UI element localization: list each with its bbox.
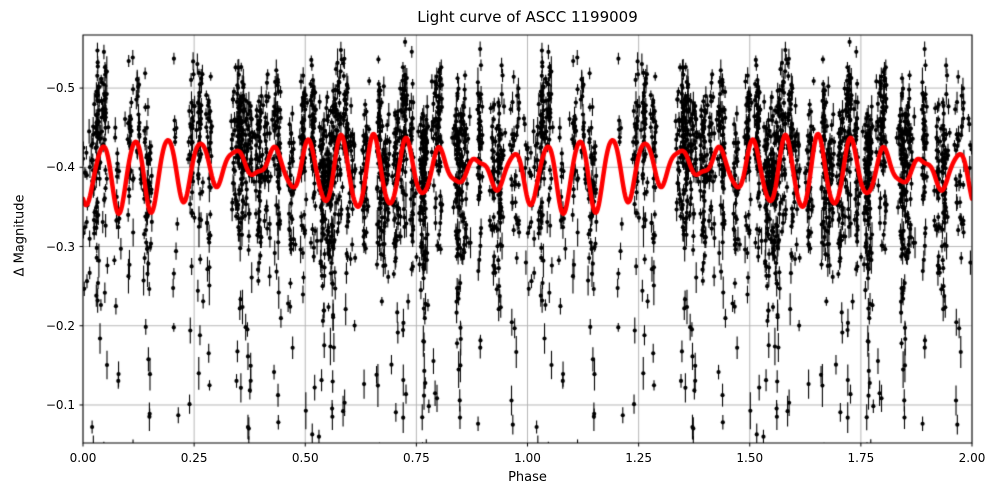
- x-tick-label: 1.25: [625, 451, 652, 465]
- x-tick-label: 2.00: [958, 451, 986, 465]
- y-axis-label: Δ Magnitude: [12, 194, 28, 277]
- x-tick-label: 1.00: [514, 451, 541, 465]
- y-tick-label: −0.3: [45, 239, 75, 254]
- x-tick-label: 0.75: [403, 451, 430, 465]
- x-axis-label: Phase: [508, 470, 547, 485]
- y-tick-label: −0.5: [45, 81, 75, 96]
- x-tick-label: 0.50: [291, 451, 319, 465]
- x-tick-label: 1.75: [847, 451, 875, 465]
- x-tick-label: 1.50: [736, 451, 764, 465]
- x-tick-label: 0.00: [69, 451, 97, 465]
- y-tick-label: −0.1: [45, 397, 75, 412]
- y-tick-label: −0.4: [45, 160, 75, 175]
- x-tick-label: 0.25: [180, 451, 208, 465]
- chart-title: Light curve of ASCC 1199009: [417, 8, 638, 26]
- y-tick-label: −0.2: [45, 318, 75, 333]
